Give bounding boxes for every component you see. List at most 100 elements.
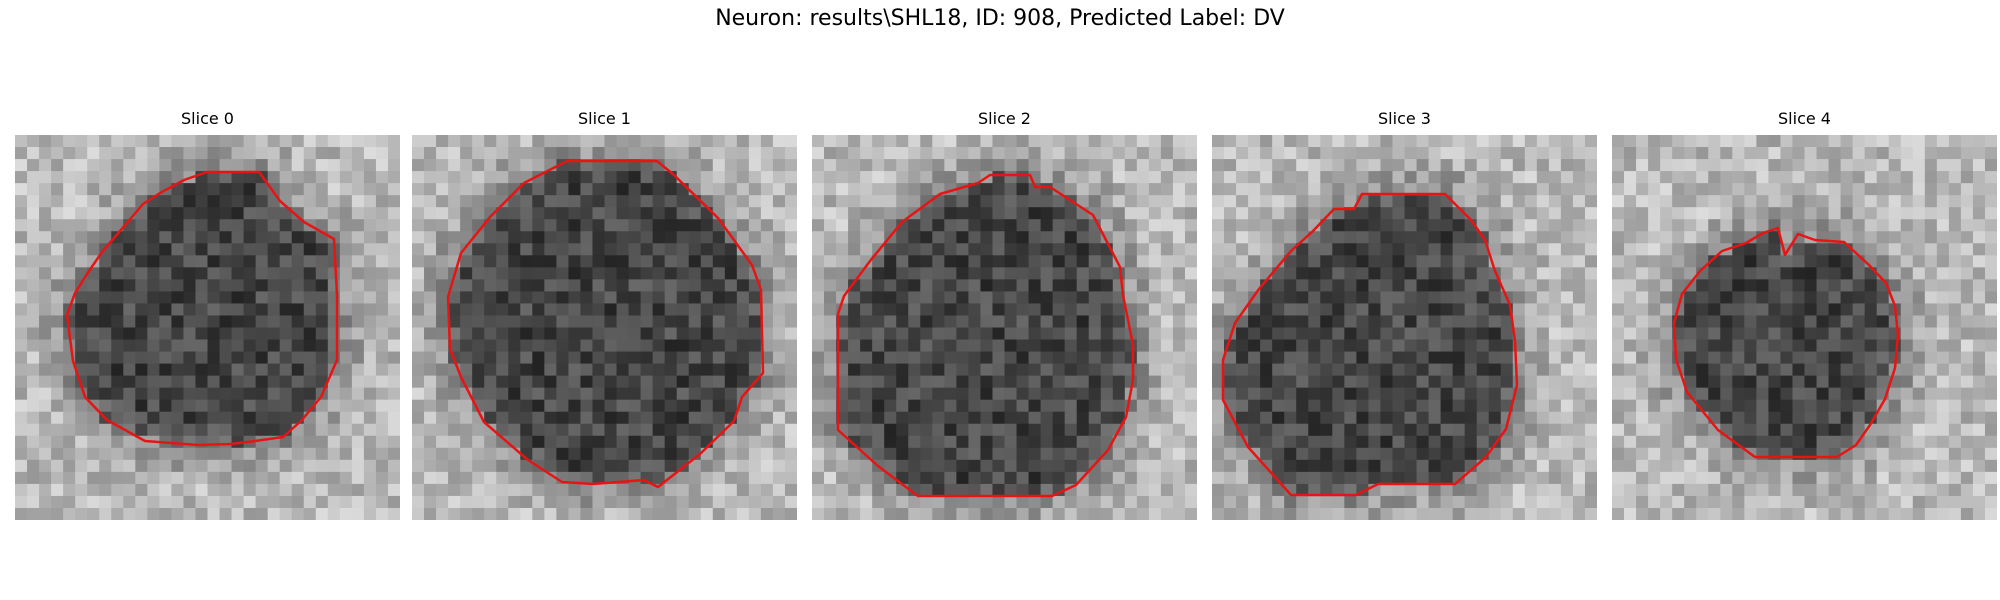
pixel: [1368, 219, 1382, 232]
pixel: [640, 183, 654, 196]
pixel: [1684, 459, 1697, 473]
pixel: [884, 411, 897, 425]
pixel: [1648, 327, 1661, 341]
pixel: [872, 339, 885, 353]
pixel: [27, 459, 40, 473]
pixel: [1960, 447, 1974, 461]
pixel: [1004, 399, 1018, 413]
pixel: [760, 159, 774, 172]
pixel: [1536, 231, 1550, 244]
pixel: [1488, 291, 1502, 305]
pixel: [231, 459, 245, 473]
pixel: [736, 183, 750, 196]
pixel: [1392, 255, 1406, 268]
pixel: [231, 279, 245, 293]
pixel: [1344, 435, 1357, 449]
pixel: [327, 387, 341, 401]
pixel: [1076, 147, 1090, 160]
pixel: [1536, 195, 1550, 208]
pixel: [1404, 387, 1418, 401]
pixel: [1488, 399, 1502, 413]
pixel: [1296, 159, 1309, 172]
pixel: [1356, 495, 1370, 509]
pixel: [1404, 171, 1418, 184]
pixel: [1320, 171, 1333, 184]
pixel: [1732, 459, 1745, 473]
pixel: [63, 255, 76, 268]
pixel: [1428, 411, 1442, 425]
pixel: [87, 219, 100, 232]
pixel: [135, 171, 148, 184]
pixel: [1356, 267, 1370, 280]
pixel: [1148, 399, 1162, 413]
pixel: [1440, 279, 1454, 293]
pixel: [932, 495, 945, 509]
pixel: [1792, 375, 1806, 389]
pixel: [1840, 387, 1854, 401]
pixel: [412, 339, 425, 353]
pixel: [171, 327, 185, 341]
pixel: [27, 195, 40, 208]
pixel: [1464, 147, 1478, 160]
pixel: [1684, 351, 1697, 365]
pixel: [1612, 387, 1625, 401]
pixel: [436, 303, 449, 317]
pixel: [1440, 447, 1454, 461]
pixel: [1744, 423, 1757, 437]
pixel: [39, 303, 52, 317]
pixel: [1936, 207, 1950, 220]
pixel: [243, 219, 257, 232]
pixel: [784, 363, 797, 377]
pixel: [27, 387, 40, 401]
pixel: [1696, 303, 1709, 317]
pixel: [1488, 171, 1502, 184]
pixel: [39, 183, 52, 196]
pixel: [860, 411, 873, 425]
pixel: [1696, 135, 1709, 148]
pixel: [896, 231, 909, 244]
pixel: [1912, 423, 1926, 437]
pixel: [1308, 291, 1321, 305]
pixel: [1780, 219, 1794, 232]
pixel: [51, 507, 64, 520]
pixel: [15, 207, 28, 220]
pixel: [860, 399, 873, 413]
pixel: [135, 363, 148, 377]
pixel: [1124, 159, 1138, 172]
pixel: [1500, 135, 1514, 148]
pixel: [980, 231, 994, 244]
pixel: [1984, 399, 1997, 413]
pixel: [1560, 459, 1574, 473]
pixel: [532, 339, 545, 353]
pixel: [1780, 291, 1794, 305]
pixel: [424, 507, 437, 520]
pixel: [520, 195, 533, 208]
pixel: [1972, 435, 1986, 449]
pixel: [171, 267, 185, 280]
pixel: [1876, 255, 1890, 268]
pixel: [1428, 147, 1442, 160]
pixel: [544, 255, 557, 268]
pixel: [616, 435, 630, 449]
pixel: [836, 495, 849, 509]
pixel: [412, 243, 425, 256]
pixel: [1004, 435, 1018, 449]
pixel: [1548, 255, 1562, 268]
pixel: [424, 183, 437, 196]
pixel: [508, 507, 521, 520]
pixel: [1816, 351, 1830, 365]
pixel: [267, 471, 281, 485]
pixel: [1584, 411, 1597, 425]
pixel: [1524, 471, 1538, 485]
pixel: [27, 423, 40, 437]
pixel: [375, 447, 389, 461]
pixel: [123, 447, 136, 461]
pixel: [1612, 447, 1625, 461]
pixel: [1148, 363, 1162, 377]
pixel: [1924, 387, 1938, 401]
pixel: [1248, 135, 1261, 148]
pixel: [520, 399, 533, 413]
pixel: [568, 183, 582, 196]
pixel: [147, 339, 160, 353]
pixel: [1016, 231, 1030, 244]
